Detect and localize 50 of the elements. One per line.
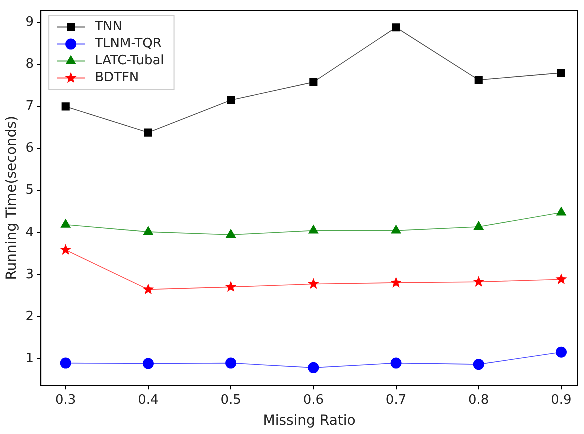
point (556, 274, 568, 284)
point (390, 276, 402, 288)
point (308, 362, 320, 374)
y-tick-label: 4 (26, 225, 34, 240)
y-tick-label: 2 (26, 309, 34, 324)
x-axis-title: Missing Ratio (263, 413, 356, 430)
point (474, 76, 483, 84)
point (144, 128, 152, 137)
point (226, 358, 237, 369)
y-tick-label: 5 (26, 183, 34, 198)
point (308, 278, 320, 290)
legend-label: BDTFN (95, 70, 140, 86)
x-tick-label: 0.9 (551, 392, 572, 408)
point (60, 358, 72, 369)
x-tick-label: 0.8 (468, 392, 490, 408)
point (392, 24, 400, 32)
y-axis-title: Running Time(seconds) (4, 116, 20, 280)
y-tick-label: 8 (26, 57, 34, 72)
point (556, 346, 567, 358)
point (61, 219, 71, 228)
x-tick-label: 0.4 (138, 392, 159, 408)
point (225, 281, 237, 292)
point (556, 207, 566, 216)
x-tick-label: 0.3 (56, 392, 76, 408)
point (62, 102, 70, 111)
point (474, 222, 484, 230)
y-tick-label: 1 (26, 351, 34, 366)
point (310, 78, 318, 86)
legend-label: TLNM-TQR (94, 36, 162, 52)
point (144, 226, 154, 236)
point (473, 359, 484, 370)
y-tick-label: 6 (26, 141, 34, 156)
x-tick-label: 0.6 (303, 392, 324, 408)
point (226, 230, 236, 238)
y-tick-label: 3 (26, 267, 34, 282)
y-tick-label: 9 (26, 14, 34, 30)
point (473, 276, 485, 287)
legend-label: TNN (94, 20, 122, 35)
point (227, 96, 236, 104)
x-tick-label: 0.5 (220, 392, 242, 408)
point (142, 358, 154, 370)
x-tick-label: 0.7 (386, 392, 407, 408)
point (308, 225, 318, 234)
point (60, 244, 72, 256)
legend-label: LATC-Tubal (95, 54, 164, 69)
y-tick-label: 7 (26, 99, 34, 114)
point (557, 69, 566, 78)
point (390, 358, 402, 369)
point (391, 225, 402, 234)
point (142, 284, 154, 295)
